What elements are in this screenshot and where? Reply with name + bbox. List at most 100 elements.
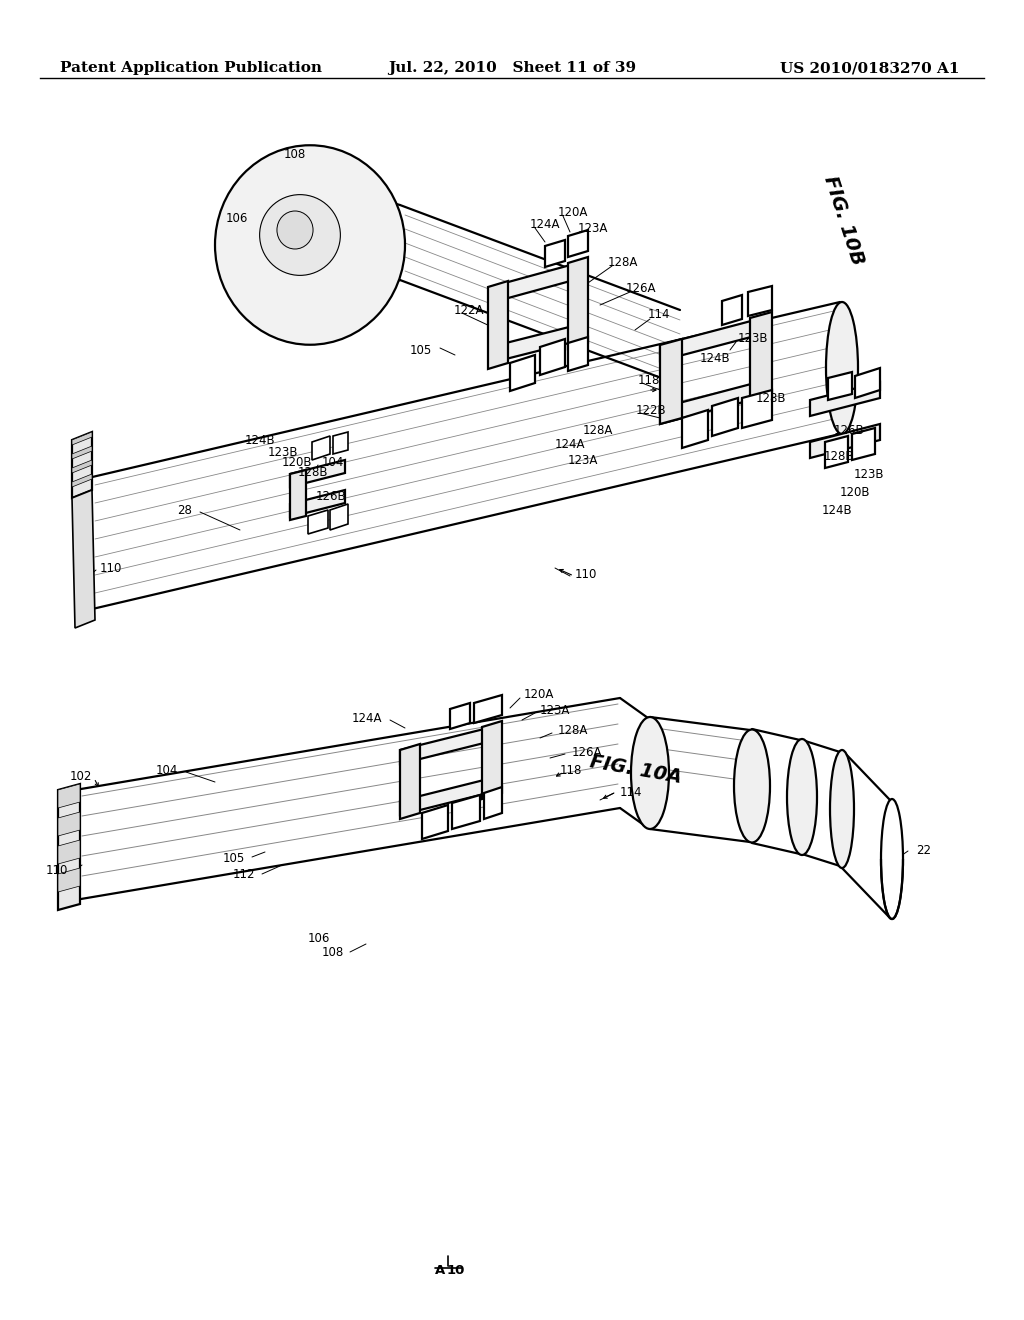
Polygon shape xyxy=(660,379,770,424)
Polygon shape xyxy=(852,428,874,459)
Polygon shape xyxy=(810,424,880,458)
Polygon shape xyxy=(72,446,92,459)
Text: 123A: 123A xyxy=(540,704,570,717)
Polygon shape xyxy=(825,436,848,469)
Text: 123B: 123B xyxy=(854,467,885,480)
Text: 108: 108 xyxy=(322,946,344,960)
Text: 124B: 124B xyxy=(822,503,853,516)
Text: 105: 105 xyxy=(223,851,245,865)
Polygon shape xyxy=(450,704,470,729)
Polygon shape xyxy=(333,432,348,454)
Text: 128B: 128B xyxy=(756,392,786,404)
Text: 126B: 126B xyxy=(834,424,864,437)
Polygon shape xyxy=(400,725,500,764)
Polygon shape xyxy=(474,696,502,723)
Text: 110: 110 xyxy=(575,569,597,582)
Polygon shape xyxy=(750,312,772,407)
Text: 120A: 120A xyxy=(558,206,589,219)
Text: 110: 110 xyxy=(100,561,123,574)
Text: 110: 110 xyxy=(46,863,68,876)
Ellipse shape xyxy=(215,145,406,345)
Text: 123A: 123A xyxy=(578,222,608,235)
Text: FIG. 10A: FIG. 10A xyxy=(588,752,683,788)
Polygon shape xyxy=(540,339,565,375)
Ellipse shape xyxy=(734,730,770,842)
Text: 118: 118 xyxy=(560,763,583,776)
Polygon shape xyxy=(568,337,588,371)
Polygon shape xyxy=(660,339,682,424)
Text: 123A: 123A xyxy=(568,454,598,466)
Polygon shape xyxy=(742,389,772,428)
Polygon shape xyxy=(58,784,80,909)
Polygon shape xyxy=(545,240,565,267)
Polygon shape xyxy=(308,510,328,535)
Polygon shape xyxy=(722,294,742,325)
Polygon shape xyxy=(72,432,92,498)
Polygon shape xyxy=(72,474,92,487)
Text: 128A: 128A xyxy=(608,256,638,268)
Text: Jul. 22, 2010   Sheet 11 of 39: Jul. 22, 2010 Sheet 11 of 39 xyxy=(388,61,636,75)
Text: 122B: 122B xyxy=(636,404,667,417)
Text: 118: 118 xyxy=(638,374,660,387)
Polygon shape xyxy=(400,776,500,814)
Ellipse shape xyxy=(826,302,858,434)
Ellipse shape xyxy=(881,799,903,919)
Polygon shape xyxy=(58,812,80,836)
Text: 120A: 120A xyxy=(524,688,554,701)
Text: 124A: 124A xyxy=(351,711,382,725)
Text: 124B: 124B xyxy=(245,433,275,446)
Text: FIG. 10B: FIG. 10B xyxy=(820,173,866,267)
Text: 126A: 126A xyxy=(572,746,602,759)
Text: 28: 28 xyxy=(177,503,193,516)
Polygon shape xyxy=(400,744,420,818)
Ellipse shape xyxy=(276,211,313,249)
Text: 106: 106 xyxy=(307,932,330,945)
Polygon shape xyxy=(828,372,852,400)
Polygon shape xyxy=(290,490,345,517)
Text: 104: 104 xyxy=(156,763,178,776)
Polygon shape xyxy=(682,411,708,447)
Text: US 2010/0183270 A1: US 2010/0183270 A1 xyxy=(780,61,961,75)
Text: 124A: 124A xyxy=(530,218,560,231)
Text: 114: 114 xyxy=(648,309,671,322)
Text: Patent Application Publication: Patent Application Publication xyxy=(60,61,322,75)
Text: 126B: 126B xyxy=(316,490,347,503)
Text: 105: 105 xyxy=(410,343,432,356)
Polygon shape xyxy=(290,470,306,520)
Polygon shape xyxy=(484,787,502,818)
Polygon shape xyxy=(748,286,772,315)
Polygon shape xyxy=(330,504,348,531)
Polygon shape xyxy=(58,784,80,808)
Polygon shape xyxy=(58,869,80,892)
Polygon shape xyxy=(312,436,330,459)
Text: 114: 114 xyxy=(620,785,642,799)
Polygon shape xyxy=(660,315,770,360)
Polygon shape xyxy=(72,459,92,473)
Polygon shape xyxy=(488,281,508,370)
Text: A: A xyxy=(435,1263,445,1276)
Polygon shape xyxy=(72,432,92,445)
Text: 128B: 128B xyxy=(298,466,329,479)
Polygon shape xyxy=(855,368,880,399)
Text: 128B: 128B xyxy=(824,450,854,462)
Ellipse shape xyxy=(787,739,817,855)
Text: 108: 108 xyxy=(284,149,306,161)
Polygon shape xyxy=(490,323,585,363)
Polygon shape xyxy=(568,230,588,257)
Polygon shape xyxy=(422,805,449,840)
Text: 123B: 123B xyxy=(268,446,299,458)
Text: 120B: 120B xyxy=(840,486,870,499)
Text: 126A: 126A xyxy=(626,281,656,294)
Text: 124B: 124B xyxy=(700,351,731,364)
Polygon shape xyxy=(712,399,738,436)
Polygon shape xyxy=(810,381,880,416)
Polygon shape xyxy=(58,840,80,865)
Polygon shape xyxy=(510,355,535,391)
Polygon shape xyxy=(452,795,480,829)
Ellipse shape xyxy=(631,717,669,829)
Text: 104: 104 xyxy=(322,455,344,469)
Text: 106: 106 xyxy=(226,211,249,224)
Text: 120B: 120B xyxy=(282,457,312,470)
Polygon shape xyxy=(72,490,95,628)
Text: 102: 102 xyxy=(70,770,92,783)
